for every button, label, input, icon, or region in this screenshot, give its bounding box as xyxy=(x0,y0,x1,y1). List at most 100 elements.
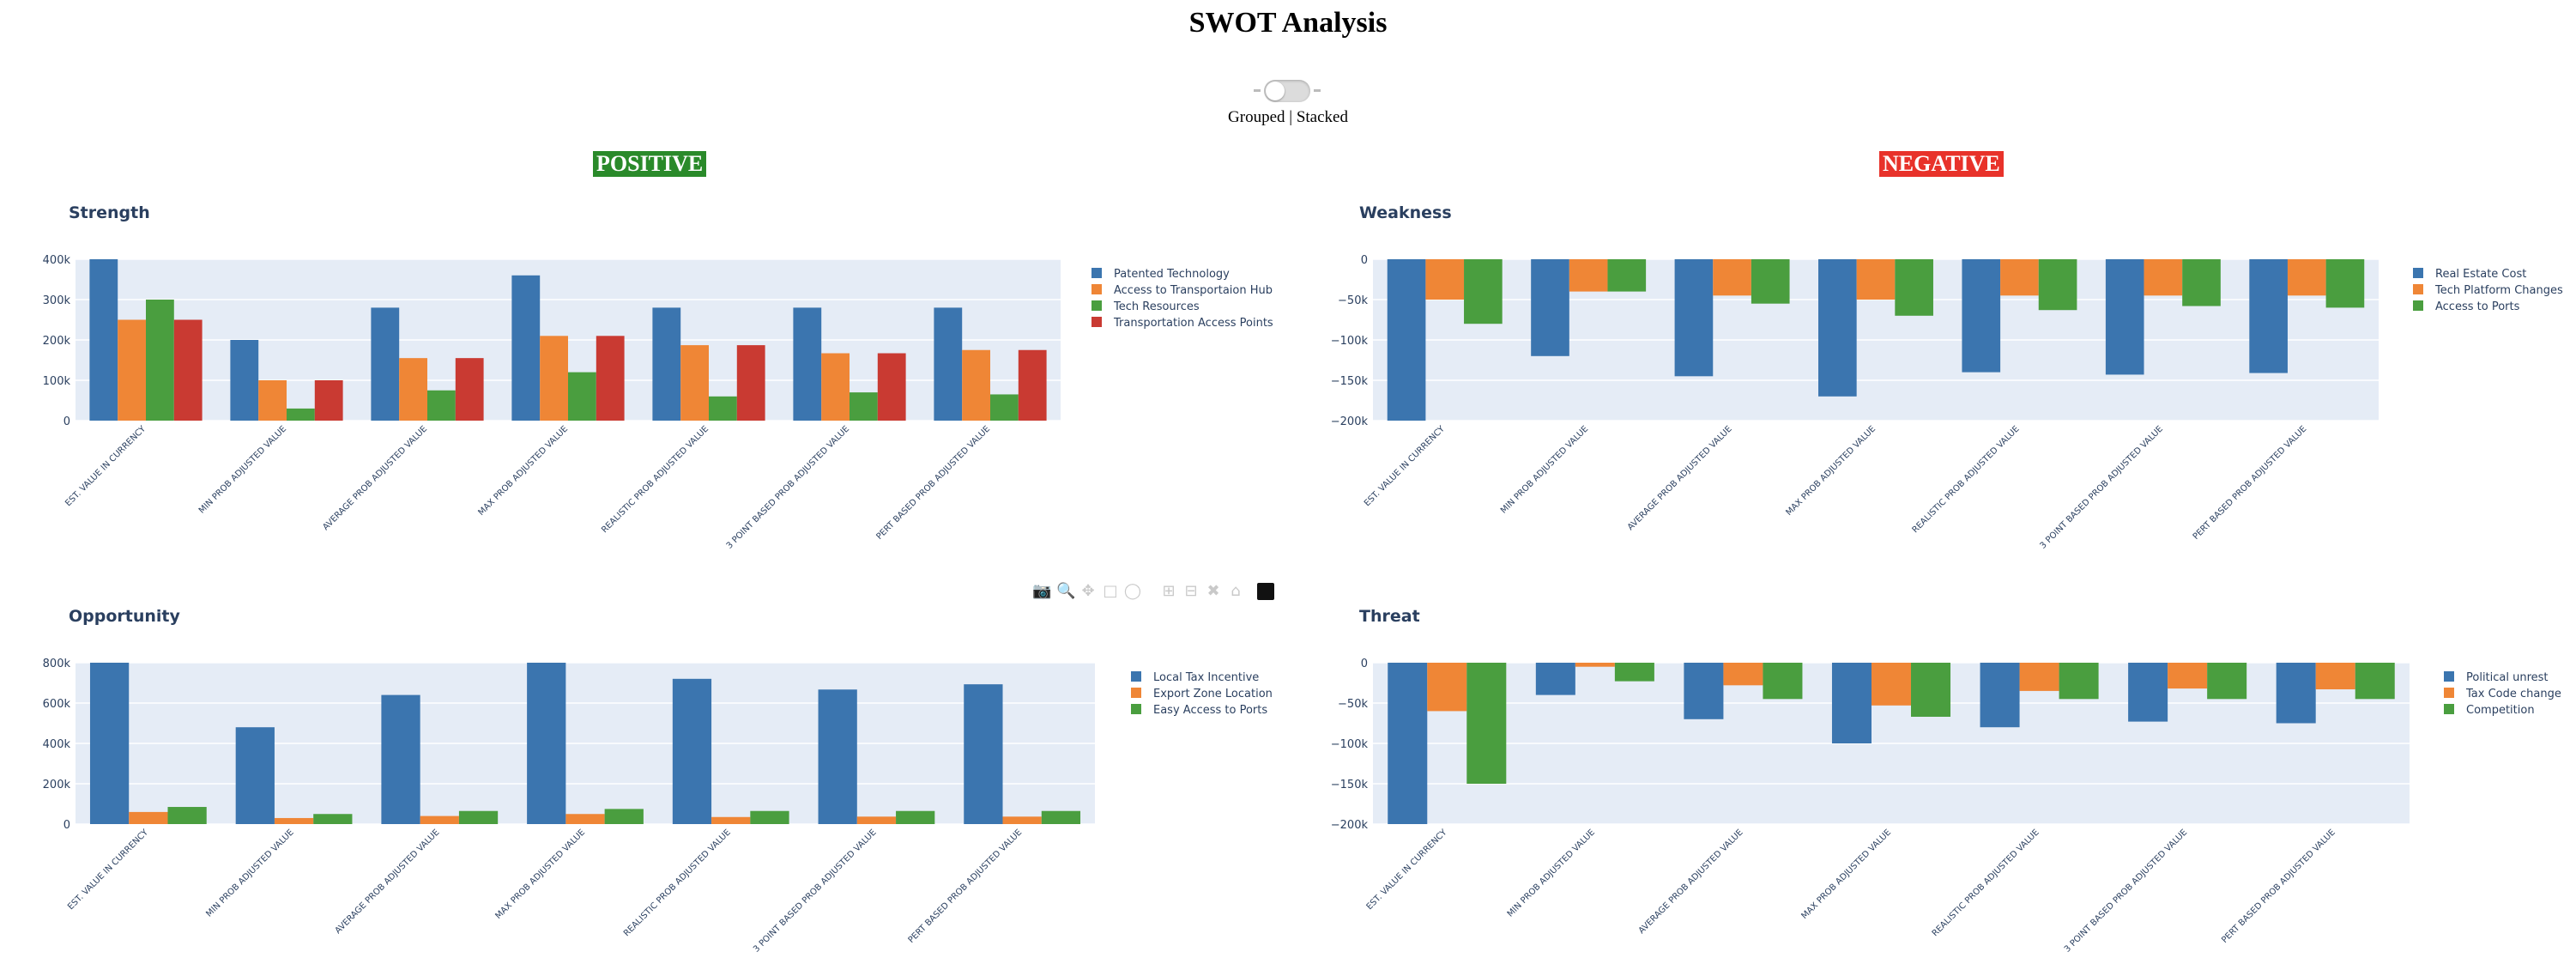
strength-bar xyxy=(850,392,878,421)
strength-bar xyxy=(173,319,203,421)
strength-legend-label: Patented Technology xyxy=(1114,268,1230,281)
opportunity-xtick-label: PERT BASED PROB ADJUSTED VALUE xyxy=(907,828,1025,945)
weakness-bar xyxy=(1464,259,1503,324)
strength-ytick-label: 400k xyxy=(43,254,71,267)
threat-title: Threat xyxy=(1359,607,1420,626)
opportunity-ytick-label: 200k xyxy=(43,779,71,791)
opportunity-xtick-label: AVERAGE PROB ADJUSTED VALUE xyxy=(334,828,442,936)
threat-xtick-label: PERT BASED PROB ADJUSTED VALUE xyxy=(2220,828,2337,945)
weakness-legend-swatch xyxy=(2413,268,2423,278)
strength-bar xyxy=(427,390,456,421)
weakness-bar xyxy=(1713,259,1751,296)
zoom-in-icon[interactable]: ⊞ xyxy=(1162,582,1176,600)
plotly-logo-icon[interactable] xyxy=(1257,583,1274,600)
opportunity-bar xyxy=(818,689,857,824)
threat-legend-label: Political unrest xyxy=(2466,671,2549,684)
opportunity-bar xyxy=(167,807,207,824)
strength-bar xyxy=(1018,349,1047,421)
weakness-legend-label: Tech Platform Changes xyxy=(2434,284,2563,297)
opportunity-ytick-label: 600k xyxy=(43,698,71,711)
strength-ytick-label: 200k xyxy=(43,335,71,348)
strength-bar xyxy=(371,307,400,421)
threat-bar xyxy=(1684,663,1724,719)
strength-ytick-label: 100k xyxy=(43,375,71,388)
strength-bar xyxy=(877,353,906,421)
autoscale-icon[interactable]: ✖ xyxy=(1206,582,1220,600)
threat-legend-swatch xyxy=(2444,704,2454,714)
weakness-xtick-label: MIN PROB ADJUSTED VALUE xyxy=(1499,424,1590,515)
opportunity-bar xyxy=(89,663,130,824)
threat-xtick-label: AVERAGE PROB ADJUSTED VALUE xyxy=(1637,828,1745,936)
toggle-switch[interactable] xyxy=(1264,80,1310,102)
weakness-bar xyxy=(1674,259,1714,377)
strength-bar xyxy=(934,307,963,421)
threat-bar xyxy=(2355,663,2395,700)
weakness-bar xyxy=(2249,259,2288,373)
strength-legend-label: Access to Transportaion Hub xyxy=(1114,284,1273,297)
weakness-bar xyxy=(1962,259,2001,373)
threat-bar xyxy=(2168,663,2208,689)
strength-legend-swatch xyxy=(1091,268,1102,278)
box-select-icon[interactable]: □ xyxy=(1103,582,1118,600)
chart-modebar: 📷 🔍 ✥ □ ◯ ⊞ ⊟ ✖ ⌂ xyxy=(1032,580,1281,604)
lasso-icon[interactable]: ◯ xyxy=(1123,582,1142,600)
weakness-bar xyxy=(1387,259,1426,421)
opportunity-bar xyxy=(274,817,314,824)
positive-label: POSITIVE xyxy=(593,151,707,177)
strength-bar xyxy=(230,340,259,421)
threat-bar xyxy=(2059,663,2099,700)
negative-label: NEGATIVE xyxy=(1879,151,2004,177)
weakness-legend-swatch xyxy=(2413,284,2423,294)
opportunity-bar xyxy=(672,678,712,824)
threat-ytick-label: −200k xyxy=(1331,819,1369,832)
opportunity-bar xyxy=(313,814,353,824)
opportunity-bar xyxy=(896,810,935,824)
threat-xtick-label: EST. VALUE IN CURRENCY xyxy=(1365,828,1449,912)
camera-icon[interactable]: 📷 xyxy=(1032,582,1052,600)
threat-bar xyxy=(2207,663,2247,700)
strength-bar xyxy=(709,396,737,421)
opportunity-legend-label: Export Zone Location xyxy=(1153,688,1273,700)
strength-ytick-label: 0 xyxy=(63,415,70,428)
strength-xtick-label: 3 POINT BASED PROB ADJUSTED VALUE xyxy=(725,424,851,550)
weakness-bar xyxy=(2182,259,2221,306)
threat-legend-swatch xyxy=(2444,688,2454,698)
threat-ytick-label: −100k xyxy=(1331,738,1369,751)
home-icon[interactable]: ⌂ xyxy=(1231,582,1241,600)
strength-bar xyxy=(146,300,174,421)
weakness-xtick-label: EST. VALUE IN CURRENCY xyxy=(1363,424,1447,508)
zoom-out-icon[interactable]: ⊟ xyxy=(1184,582,1198,600)
strength-bar xyxy=(258,380,287,421)
threat-bar xyxy=(1575,663,1615,667)
weakness-bar xyxy=(2325,259,2365,308)
opportunity-xtick-label: MIN PROB ADJUSTED VALUE xyxy=(204,828,295,919)
strength-legend-label: Tech Resources xyxy=(1113,300,1200,313)
threat-ytick-label: −150k xyxy=(1331,779,1369,791)
strength-xtick-label: REALISTIC PROB ADJUSTED VALUE xyxy=(600,424,711,535)
threat-bar xyxy=(1911,663,1951,717)
grouped-stacked-toggle[interactable] xyxy=(1245,76,1331,110)
strength-bar xyxy=(540,336,568,421)
opportunity-legend-label: Local Tax Incentive xyxy=(1153,671,1259,684)
pan-icon[interactable]: ✥ xyxy=(1081,582,1095,600)
weakness-bar xyxy=(2105,259,2144,375)
weakness-ytick-label: 0 xyxy=(1361,254,1368,267)
threat-ytick-label: 0 xyxy=(1361,658,1368,670)
opportunity-legend-swatch xyxy=(1131,688,1141,698)
weakness-bar xyxy=(1425,259,1465,300)
strength-bar xyxy=(118,319,146,421)
threat-bar xyxy=(1723,663,1763,686)
zoom-icon[interactable]: 🔍 xyxy=(1056,582,1076,600)
opportunity-legend-swatch xyxy=(1131,704,1141,714)
page-title: SWOT Analysis xyxy=(1188,7,1388,39)
toggle-knob[interactable] xyxy=(1266,82,1285,100)
weakness-ytick-label: −50k xyxy=(1338,294,1368,307)
threat-bar xyxy=(1871,663,1912,706)
threat-bar xyxy=(2315,663,2355,690)
threat-xtick-label: 3 POINT BASED PROB ADJUSTED VALUE xyxy=(2063,828,2189,954)
threat-bar xyxy=(2128,663,2168,722)
weakness-ytick-label: −100k xyxy=(1331,335,1369,348)
opportunity-bar xyxy=(420,816,459,824)
threat-xtick-label: MAX PROB ADJUSTED VALUE xyxy=(1800,828,1894,921)
threat-legend-swatch xyxy=(2444,671,2454,682)
